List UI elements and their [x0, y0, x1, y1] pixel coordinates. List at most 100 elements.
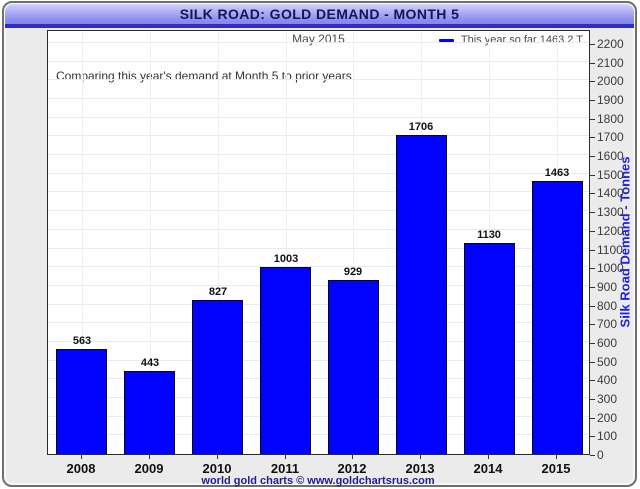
bar-2015: [532, 181, 583, 454]
y-axis-tick: [590, 63, 595, 64]
gridline-v: [353, 31, 354, 454]
y-tick-label: 1600: [597, 149, 624, 163]
bar-value-label: 1003: [273, 253, 299, 265]
bar-value-label: 827: [208, 286, 228, 298]
y-tick-label: 300: [597, 392, 618, 406]
y-axis-tick: [590, 362, 595, 363]
y-axis-title: Silk Road Demand - Tonnes: [617, 156, 633, 328]
bar-2011: [260, 267, 311, 454]
gridline-h: [48, 434, 589, 436]
gridline-h: [48, 247, 589, 249]
y-tick-label: 600: [597, 336, 618, 350]
x-tick-label: 2013: [405, 461, 435, 476]
y-tick-label: 800: [597, 299, 618, 313]
y-tick-label: 900: [597, 280, 618, 294]
y-axis-tick: [590, 100, 595, 101]
gridline-h: [48, 42, 589, 43]
bar-value-label: 1463: [544, 167, 570, 179]
y-tick-label: 1800: [597, 112, 624, 126]
gridline-v: [286, 31, 287, 454]
x-axis-tick: [488, 455, 489, 459]
gridline-h: [48, 191, 589, 193]
gridline-h: [48, 415, 589, 417]
y-axis-tick: [590, 455, 595, 456]
y-axis-tick: [590, 231, 595, 232]
y-axis-tick: [590, 380, 595, 381]
y-axis-tick: [590, 81, 595, 82]
y-tick-label: 0: [597, 448, 604, 462]
bar-2009: [124, 371, 175, 454]
y-tick-label: 500: [597, 355, 618, 369]
y-tick-label: 200: [597, 411, 618, 425]
x-tick-label: 2015: [541, 461, 571, 476]
y-axis-tick: [590, 44, 595, 45]
y-tick-label: 700: [597, 317, 618, 331]
gridline-h: [48, 266, 589, 268]
y-axis-tick: [590, 137, 595, 138]
x-axis-tick: [352, 455, 353, 459]
gridline-h: [48, 79, 589, 81]
gridline-h: [48, 98, 589, 100]
y-axis-tick: [590, 268, 595, 269]
legend-line-icon: [438, 38, 454, 42]
y-tick-label: 1400: [597, 186, 624, 200]
y-axis-tick: [590, 193, 595, 194]
y-tick-label: 1000: [597, 261, 624, 275]
bar-value-label: 563: [72, 335, 92, 347]
window-titlebar: SILK ROAD: GOLD DEMAND - MONTH 5: [5, 4, 634, 28]
bar-2013: [396, 135, 447, 454]
y-axis-tick: [590, 418, 595, 419]
chart-annotation: Comparing this year's demand at Month 5 …: [56, 69, 352, 83]
y-axis-tick: [590, 306, 595, 307]
bar-2010: [192, 300, 243, 454]
y-tick-label: 2000: [597, 74, 624, 88]
bar-2014: [464, 243, 515, 454]
x-axis-tick: [285, 455, 286, 459]
y-axis-tick: [590, 324, 595, 325]
gridline-h: [48, 284, 589, 286]
bar-value-label: 443: [140, 357, 160, 369]
gridline-h: [48, 116, 589, 118]
y-tick-label: 1900: [597, 93, 624, 107]
y-tick-label: 1200: [597, 224, 624, 238]
bar-value-label: 1706: [408, 121, 434, 133]
gridline-h: [48, 396, 589, 398]
gridline-h: [48, 228, 589, 230]
x-axis-tick: [149, 455, 150, 459]
x-tick-label: 2011: [270, 461, 300, 476]
y-tick-label: 400: [597, 373, 618, 387]
y-axis-tick: [590, 175, 595, 176]
source-credit: world gold charts © www.goldchartsrus.co…: [201, 475, 435, 487]
x-tick-label: 2014: [473, 461, 503, 476]
gridline-v: [150, 31, 151, 454]
y-tick-label: 1100: [597, 243, 623, 257]
gridline-h: [48, 60, 589, 62]
bar-2012: [328, 280, 379, 454]
legend: This year so far 1463.2 T: [438, 34, 583, 46]
bar-value-label: 1130: [477, 229, 501, 241]
legend-label: This year so far 1463.2 T: [460, 34, 583, 46]
chart-subtitle: May 2015: [292, 32, 345, 46]
gridline-v: [82, 31, 83, 454]
x-axis-tick: [556, 455, 557, 459]
gridline-v: [489, 31, 490, 454]
x-tick-label: 2012: [337, 461, 367, 476]
gridline-h: [48, 322, 589, 324]
x-axis-tick: [81, 455, 82, 459]
gridline-h: [48, 340, 589, 342]
x-tick-label: 2009: [134, 461, 164, 476]
gridline-v: [218, 31, 219, 454]
bar-value-label: 929: [343, 266, 363, 278]
x-tick-label: 2008: [66, 461, 96, 476]
bar-2008: [56, 349, 107, 454]
y-axis-tick: [590, 436, 595, 437]
gridline-h: [48, 359, 589, 361]
y-axis-tick: [590, 287, 595, 288]
gridline-h: [48, 135, 589, 137]
y-axis-tick: [590, 156, 595, 157]
y-tick-label: 1300: [597, 205, 624, 219]
y-axis-tick: [590, 399, 595, 400]
y-tick-label: 2200: [597, 37, 624, 51]
window-title: SILK ROAD: GOLD DEMAND - MONTH 5: [179, 6, 460, 22]
